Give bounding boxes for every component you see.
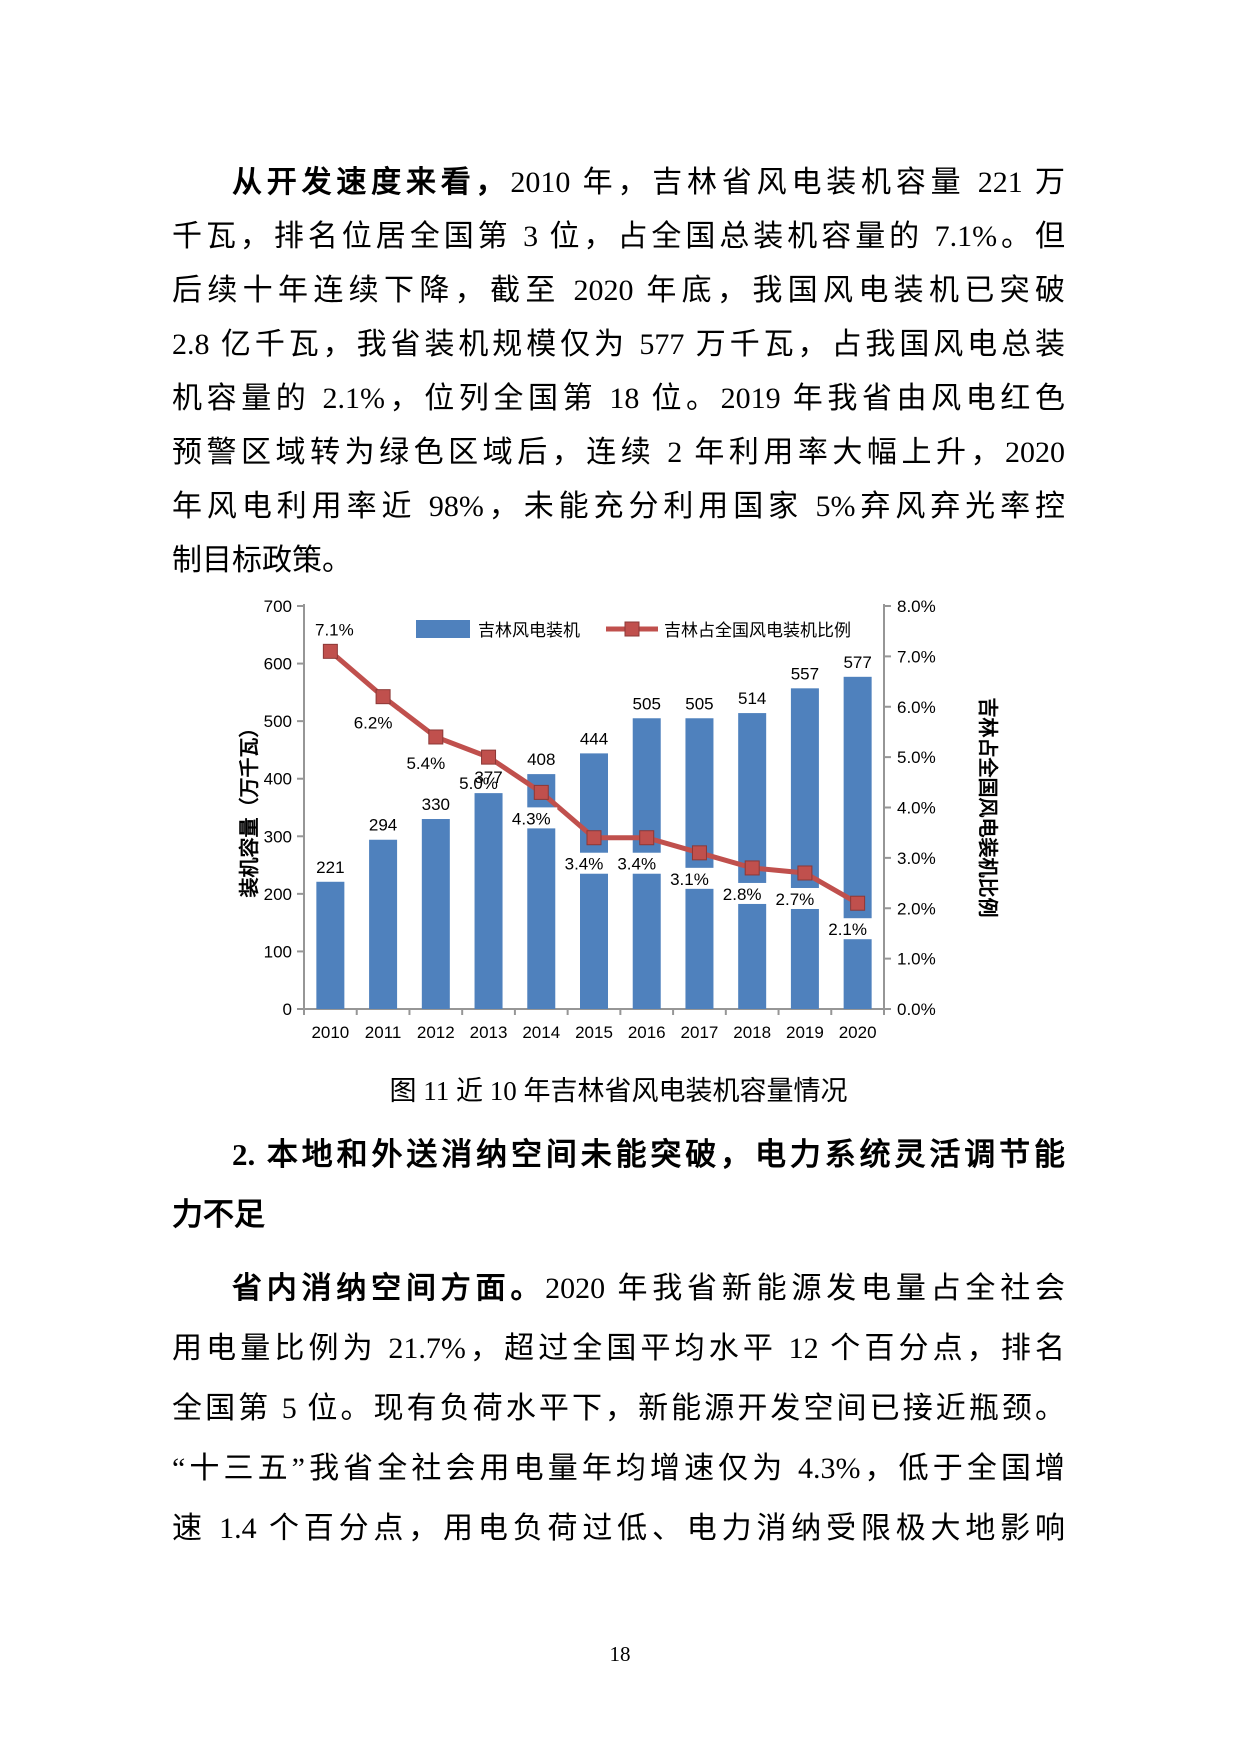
svg-text:330: 330 [422,795,450,814]
page-content: 从开发速度来看，2010 年，吉林省风电装机容量 221 万 千瓦，排名位居全国… [172,0,1065,1559]
svg-text:3.4%: 3.4% [617,855,656,874]
paragraph-line: 千瓦，排名位居全国第 3 位，占全国总装机容量的 7.1%。但 [172,220,1065,253]
svg-text:2.8%: 2.8% [723,885,762,904]
page-number: 18 [609,1642,631,1666]
svg-text:6.0%: 6.0% [897,698,936,717]
svg-text:700: 700 [264,597,292,616]
paragraph-text: 2020 年我省新能源发电量占全社会 [545,1272,1066,1305]
svg-text:2014: 2014 [522,1023,560,1042]
svg-text:3.4%: 3.4% [565,855,604,874]
svg-text:221: 221 [316,858,344,877]
paragraph-line: 2.8 亿千瓦，我省装机规模仅为 577 万千瓦，占我国风电总装 [172,328,1065,361]
svg-text:4.0%: 4.0% [897,799,936,818]
svg-text:5.0%: 5.0% [897,748,936,767]
svg-text:2019: 2019 [786,1023,824,1042]
figure-caption: 图 11 近 10 年吉林省风电装机容量情况 [389,1076,848,1106]
paragraph-line: 机容量的 2.1%，位列全国第 18 位。2019 年我省由风电红色 [172,382,1065,415]
section-heading-line: 2. 本地和外送消纳空间未能突破，电力系统灵活调节能 [232,1137,1065,1172]
svg-text:505: 505 [685,694,713,713]
svg-text:2.7%: 2.7% [776,890,815,909]
svg-text:7.0%: 7.0% [897,647,936,666]
paragraph-line: 全国第 5 位。现有负荷水平下，新能源开发空间已接近瓶颈。 [172,1392,1065,1425]
paragraph-line: 省内消纳空间方面。2020 年我省新能源发电量占全社会 [172,1259,1065,1319]
svg-text:4.3%: 4.3% [512,809,551,828]
paragraph-line: 用电量比例为 21.7%，超过全国平均水平 12 个百分点，排名 [172,1332,1065,1365]
paragraph-line: 年风电利用率近 98%，未能充分利用国家 5%弃风弃光率控 [172,490,1065,523]
svg-text:3.0%: 3.0% [897,849,936,868]
paragraph-line: 制目标政策。 [172,544,352,577]
svg-text:505: 505 [633,694,661,713]
paragraph-line: 速 1.4 个百分点，用电负荷过低、电力消纳受限极大地影响 [172,1512,1065,1545]
paragraph-consumption-space: 省内消纳空间方面。2020 年我省新能源发电量占全社会 用电量比例为 21.7%… [172,1259,1065,1559]
svg-text:444: 444 [580,729,608,748]
svg-text:2.1%: 2.1% [828,920,867,939]
svg-text:100: 100 [264,942,292,961]
svg-text:2017: 2017 [681,1023,719,1042]
svg-text:5.4%: 5.4% [406,754,445,773]
bar-line-chart: 0 100 200 300 400 500 600 700 0.0% 1.0% 2.0% 3.0% 4.… [237,597,1000,1042]
paragraph-line: 预警区域转为绿色区域后，连续 2 年利用率大幅上升，2020 [172,436,1065,469]
svg-text:吉林占全国风电装机比例: 吉林占全国风电装机比例 [664,621,851,640]
figure-chart: 0 100 200 300 400 500 600 700 0.0% 1.0% 2.0% 3.0% 4.… [234,594,1004,1069]
section-heading: 2. 本地和外送消纳空间未能突破，电力系统灵活调节能 力不足 [172,1125,1065,1245]
svg-text:300: 300 [264,827,292,846]
svg-text:500: 500 [264,712,292,731]
section-heading-line: 力不足 [172,1197,265,1232]
paragraph-lead: 从开发速度来看， [232,166,511,199]
svg-text:7.1%: 7.1% [315,620,354,639]
svg-text:8.0%: 8.0% [897,597,936,616]
svg-text:吉林占全国风电装机比例: 吉林占全国风电装机比例 [976,698,1000,918]
svg-text:装机容量（万千瓦）: 装机容量（万千瓦） [237,718,261,899]
svg-text:2020: 2020 [839,1023,877,1042]
svg-text:2.0%: 2.0% [897,899,936,918]
svg-text:吉林风电装机: 吉林风电装机 [478,621,580,640]
svg-text:0: 0 [283,1000,292,1019]
paragraph-development-speed: 从开发速度来看，2010 年，吉林省风电装机容量 221 万 千瓦，排名位居全国… [172,0,1065,588]
svg-text:2018: 2018 [733,1023,771,1042]
paragraph-text: 2010 年，吉林省风电装机容量 221 万 [510,166,1066,199]
paragraph-lead: 省内消纳空间方面。 [232,1272,546,1305]
svg-text:577: 577 [843,653,871,672]
svg-text:600: 600 [264,655,292,674]
svg-text:2011: 2011 [365,1023,402,1042]
svg-text:2012: 2012 [417,1023,455,1042]
svg-text:6.2%: 6.2% [354,714,393,733]
svg-text:557: 557 [791,664,819,683]
svg-text:2015: 2015 [575,1023,613,1042]
svg-text:514: 514 [738,689,766,708]
svg-text:2016: 2016 [628,1023,666,1042]
svg-text:377: 377 [474,768,502,787]
svg-text:1.0%: 1.0% [897,950,936,969]
svg-text:200: 200 [264,885,292,904]
paragraph-line: 从开发速度来看，2010 年，吉林省风电装机容量 221 万 [172,156,1065,210]
svg-text:2010: 2010 [311,1023,349,1042]
svg-text:2013: 2013 [470,1023,508,1042]
svg-text:408: 408 [527,750,555,769]
paragraph-line: “十三五”我省全社会用电量年均增速仅为 4.3%，低于全国增 [172,1452,1065,1485]
svg-text:294: 294 [369,816,397,835]
svg-text:3.1%: 3.1% [670,870,709,889]
svg-text:400: 400 [264,770,292,789]
svg-text:5.0%: 5.0% [459,774,498,793]
svg-text:0.0%: 0.0% [897,1000,936,1019]
paragraph-line: 后续十年连续下降，截至 2020 年底，我国风电装机已突破 [172,274,1065,307]
